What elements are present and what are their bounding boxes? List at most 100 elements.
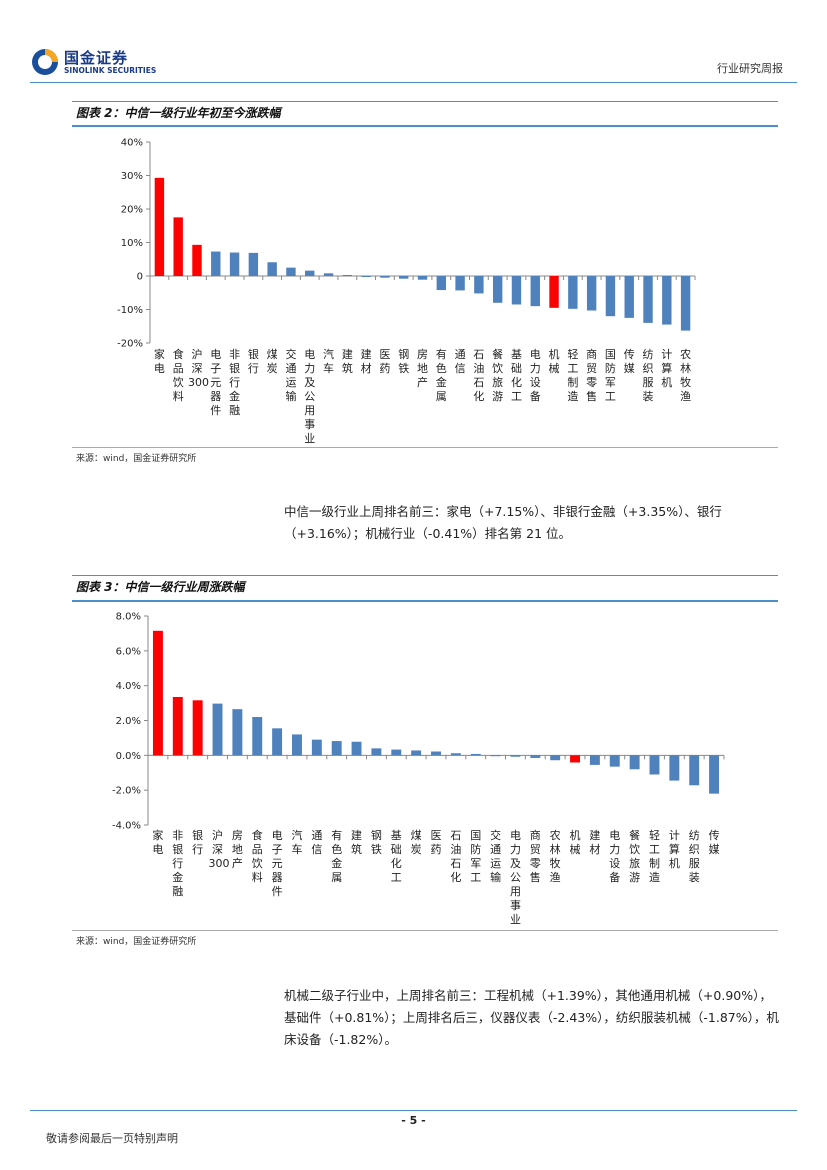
y-tick-label: 40% bbox=[121, 138, 143, 149]
bar bbox=[549, 276, 559, 308]
bar bbox=[286, 267, 296, 276]
bar bbox=[342, 274, 353, 276]
bar bbox=[399, 276, 409, 279]
x-tick-label: 食品饮料 bbox=[252, 828, 263, 884]
y-tick-label: -10% bbox=[117, 305, 143, 316]
bar bbox=[609, 755, 620, 767]
bar bbox=[351, 741, 362, 756]
y-tick-label: 2.0% bbox=[116, 716, 141, 727]
y-tick-label: 6.0% bbox=[116, 646, 141, 657]
x-tick-label: 医药 bbox=[431, 829, 442, 856]
x-tick-label: 传媒 bbox=[624, 348, 635, 375]
x-tick-label: 商贸零售 bbox=[586, 347, 597, 403]
x-tick-label: 电子元器件 bbox=[210, 348, 221, 417]
bar bbox=[152, 630, 163, 756]
company-logo: 国金证券 SINOLINK SECURITIES bbox=[30, 44, 170, 84]
x-tick-label: 轻工制造 bbox=[567, 347, 578, 403]
x-tick-label: 家电 bbox=[152, 828, 163, 856]
bar bbox=[173, 217, 183, 276]
x-tick-label: 建筑 bbox=[342, 347, 353, 375]
bar bbox=[305, 270, 315, 276]
footer-divider bbox=[30, 1110, 797, 1111]
x-tick-label: 餐饮旅游 bbox=[629, 828, 640, 884]
bar bbox=[436, 276, 446, 291]
y-tick-label: -20% bbox=[117, 339, 143, 350]
bar bbox=[530, 276, 540, 307]
x-tick-label: 农林牧渔 bbox=[550, 828, 561, 884]
bar bbox=[709, 755, 720, 794]
bar bbox=[311, 739, 322, 756]
bar bbox=[649, 755, 660, 775]
report-type: 行业研究周报 bbox=[717, 62, 783, 75]
bar bbox=[229, 252, 240, 276]
figure2-source: 来源：wind，国金证券研究所 bbox=[76, 454, 197, 464]
x-tick-label: 计算机 bbox=[661, 348, 672, 389]
x-tick-label: 石油石化 bbox=[473, 348, 484, 403]
y-tick-label: -2.0% bbox=[112, 786, 141, 797]
figure3-title-rule bbox=[72, 600, 778, 602]
x-tick-label: 基础化工 bbox=[511, 348, 522, 403]
y-tick-label: 20% bbox=[121, 205, 143, 216]
bar bbox=[455, 276, 465, 291]
x-tick-label: 机械 bbox=[570, 828, 581, 856]
y-tick-label: 8.0% bbox=[116, 612, 141, 623]
x-tick-label: 银行 bbox=[248, 347, 259, 375]
bar bbox=[252, 717, 263, 756]
x-tick-label: 电力及公用事业 bbox=[510, 829, 521, 926]
x-tick-label: 非银行金融 bbox=[229, 348, 240, 417]
x-tick-label: 沪深 300 bbox=[188, 347, 209, 389]
bar bbox=[624, 276, 634, 318]
bar bbox=[371, 748, 382, 756]
bar bbox=[568, 276, 578, 309]
y-tick-label: 30% bbox=[121, 171, 143, 182]
bar bbox=[380, 276, 390, 278]
bar bbox=[680, 276, 691, 331]
x-tick-label: 通信 bbox=[455, 348, 466, 375]
x-tick-label: 家电 bbox=[154, 347, 165, 375]
bar bbox=[662, 276, 672, 325]
bar bbox=[629, 755, 640, 770]
bar bbox=[450, 753, 461, 756]
x-tick-label: 传媒 bbox=[709, 829, 720, 856]
page-number: - 5 - bbox=[401, 1114, 426, 1127]
x-tick-label: 煤炭 bbox=[267, 348, 278, 375]
bar bbox=[550, 755, 561, 761]
y-tick-label: 10% bbox=[121, 238, 143, 249]
y-tick-label: 4.0% bbox=[116, 681, 141, 692]
figure2-title: 图表 2：中信一级行业年初至今涨跌幅 bbox=[76, 106, 281, 120]
x-tick-label: 医药 bbox=[379, 348, 390, 375]
bar bbox=[331, 741, 342, 756]
x-tick-label: 交通运输 bbox=[285, 347, 296, 403]
x-tick-label: 基础化工 bbox=[391, 829, 402, 884]
x-tick-label: 国防军工 bbox=[470, 829, 481, 884]
x-tick-label: 有色金属 bbox=[436, 347, 447, 403]
x-tick-label: 电力设备 bbox=[530, 348, 541, 403]
paragraph-machinery-subsectors: 机械二级子行业中，上周排名前三：工程机械（+1.39%），其他通用机械（+0.9… bbox=[284, 988, 779, 1047]
footer-disclaimer: 敬请参阅最后一页特别声明 bbox=[46, 1132, 178, 1145]
bar bbox=[411, 750, 422, 756]
bar bbox=[643, 276, 653, 323]
bar bbox=[192, 700, 203, 756]
x-tick-label: 餐饮旅游 bbox=[492, 347, 503, 403]
x-tick-label: 汽车 bbox=[291, 828, 302, 856]
figure2-top-rule bbox=[72, 101, 778, 102]
bar bbox=[323, 273, 334, 276]
y-tick-label: -4.0% bbox=[112, 821, 141, 832]
bar bbox=[586, 276, 597, 311]
x-tick-label: 电力设备 bbox=[609, 829, 620, 884]
bar bbox=[272, 728, 283, 756]
x-tick-label: 建材 bbox=[361, 347, 372, 375]
bar bbox=[530, 755, 541, 758]
logo-text-cn: 国金证券 bbox=[64, 49, 129, 67]
bar bbox=[192, 244, 202, 276]
bar bbox=[490, 755, 501, 757]
x-tick-label: 石油石化 bbox=[450, 829, 461, 884]
bar bbox=[589, 755, 600, 765]
bar bbox=[474, 276, 484, 294]
figure3-source: 来源：wind，国金证券研究所 bbox=[76, 937, 197, 947]
x-tick-label: 农林牧渔 bbox=[680, 347, 691, 403]
x-tick-label: 汽车 bbox=[323, 347, 334, 375]
bar bbox=[669, 755, 680, 781]
logo-text-en: SINOLINK SECURITIES bbox=[64, 66, 157, 75]
